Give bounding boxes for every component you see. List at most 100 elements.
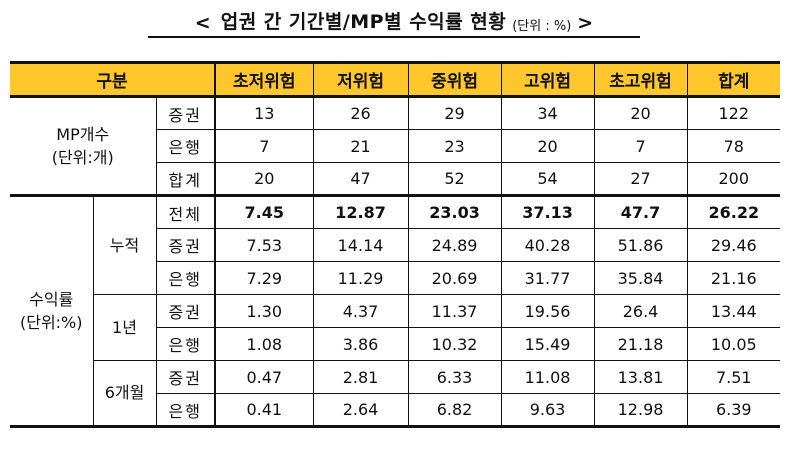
cell: 14.14 <box>312 228 409 262</box>
header-col-high-risk: 고위험 <box>500 61 595 98</box>
header-col-ultra-low-risk: 초저위험 <box>214 61 314 98</box>
cell: 12.98 <box>593 393 688 428</box>
cell: 47 <box>312 162 409 197</box>
cell: 20 <box>500 129 595 163</box>
cell: 9.63 <box>500 393 595 428</box>
cell: 29.46 <box>686 228 781 262</box>
cell: 10.32 <box>407 327 502 361</box>
table-row: 증권 7.53 14.14 24.89 40.28 51.86 29.46 <box>10 228 781 262</box>
table-row: MP개수 (단위:개) 증권 13 26 29 34 20 122 <box>10 96 781 197</box>
cell: 26.22 <box>686 195 781 229</box>
cell: 2.81 <box>312 360 409 394</box>
title-unit: (단위 : %) <box>512 19 572 34</box>
header-col-total: 합계 <box>686 61 781 98</box>
cell: 15.49 <box>500 327 595 361</box>
cell: 51.86 <box>593 228 688 262</box>
cell: 0.41 <box>214 393 314 428</box>
period-label-6-months: 6개월 <box>93 360 157 428</box>
cell: 12.87 <box>312 195 409 229</box>
cell: 6.82 <box>407 393 502 428</box>
cell: 3.86 <box>312 327 409 361</box>
table-title: < 업권 간 기간별/MP별 수익률 현황 (단위 : %) > <box>148 8 640 38</box>
header-col-low-risk: 저위험 <box>312 61 409 98</box>
cell: 19.56 <box>500 294 595 328</box>
cell: 7.53 <box>214 228 314 262</box>
cell: 6.33 <box>407 360 502 394</box>
header-col-mid-risk: 중위험 <box>407 61 502 98</box>
cell: 7.51 <box>686 360 781 394</box>
cell: 4.37 <box>312 294 409 328</box>
cell: 11.37 <box>407 294 502 328</box>
mp-count-label: MP개수 (단위:개) <box>10 96 157 197</box>
row-sub-label: 합계 <box>156 162 216 197</box>
table-row: 은행 1.08 3.86 10.32 15.49 21.18 10.05 <box>10 327 781 361</box>
table-row: 은행 0.41 2.64 6.82 9.63 12.98 6.39 <box>10 393 781 428</box>
cell: 20 <box>593 96 688 130</box>
returns-label-line2: (단위:%) <box>19 313 83 332</box>
table-row: 6개월 증권 0.47 2.81 6.33 11.08 13.81 7.51 <box>10 360 781 428</box>
cell: 21 <box>312 129 409 163</box>
cell: 13 <box>214 96 314 130</box>
cell: 54 <box>500 162 595 197</box>
cell: 26 <box>312 96 409 130</box>
cell: 31.77 <box>500 261 595 295</box>
title-open-bracket: < <box>194 12 211 34</box>
cell: 52 <box>407 162 502 197</box>
cell: 7.29 <box>214 261 314 295</box>
table-row: 은행 7.29 11.29 20.69 31.77 35.84 21.16 <box>10 261 781 295</box>
returns-table: 구분 초저위험 저위험 중위험 고위험 초고위험 합계 MP개수 (단위:개) … <box>10 61 781 428</box>
cell: 7 <box>214 129 314 163</box>
returns-label-line1: 수익률 <box>29 289 74 309</box>
cell: 13.44 <box>686 294 781 328</box>
cell: 1.08 <box>214 327 314 361</box>
period-label-cumulative: 누적 <box>92 195 157 295</box>
row-sub-label: 증권 <box>155 96 216 130</box>
cell: 20.69 <box>407 261 502 295</box>
title-text: 업권 간 기간별/MP별 수익률 현황 <box>220 11 507 33</box>
header-col-ultra-high-risk: 초고위험 <box>593 61 688 98</box>
cell: 11.29 <box>312 261 409 295</box>
cell: 10.05 <box>686 327 781 361</box>
cell: 200 <box>686 162 781 197</box>
cell: 27 <box>593 162 688 197</box>
row-sub-label: 은행 <box>156 129 216 163</box>
cell: 1.30 <box>214 294 314 328</box>
cell: 37.13 <box>500 195 595 229</box>
row-sub-label: 증권 <box>155 294 216 328</box>
cell: 11.08 <box>500 360 595 394</box>
row-sub-label: 증권 <box>156 228 216 262</box>
cell: 7 <box>593 129 688 163</box>
header-row: 구분 초저위험 저위험 중위험 고위험 초고위험 합계 <box>10 61 781 98</box>
header-category: 구분 <box>10 61 216 98</box>
cell: 23.03 <box>407 195 502 229</box>
cell: 21.18 <box>593 327 688 361</box>
cell: 47.7 <box>593 195 688 229</box>
cell: 78 <box>686 129 781 163</box>
period-label-1-year: 1년 <box>93 294 157 361</box>
row-sub-label: 은행 <box>156 261 216 295</box>
mp-count-label-line2: (단위:개) <box>51 148 114 167</box>
title-close-bracket: > <box>577 12 594 34</box>
mp-count-label-line1: MP개수 <box>56 124 110 144</box>
cell: 34 <box>500 96 595 130</box>
row-sub-label: 전체 <box>155 195 216 229</box>
cell: 21.16 <box>686 261 781 295</box>
table-row: 1년 증권 1.30 4.37 11.37 19.56 26.4 13.44 <box>10 294 781 361</box>
returns-label: 수익률 (단위:%) <box>10 195 94 428</box>
cell: 35.84 <box>593 261 688 295</box>
table-row: 수익률 (단위:%) 누적 전체 7.45 12.87 23.03 37.13 … <box>10 195 781 428</box>
cell: 24.89 <box>407 228 502 262</box>
cell: 0.47 <box>214 360 314 394</box>
cell: 122 <box>686 96 781 130</box>
cell: 40.28 <box>500 228 595 262</box>
cell: 29 <box>407 96 502 130</box>
cell: 26.4 <box>593 294 688 328</box>
table-row: 합계 20 47 52 54 27 200 <box>10 162 781 197</box>
cell: 6.39 <box>686 393 781 428</box>
cell: 20 <box>214 162 314 197</box>
row-sub-label: 은행 <box>156 327 216 361</box>
cell: 2.64 <box>312 393 409 428</box>
cell: 13.81 <box>593 360 688 394</box>
row-sub-label: 증권 <box>155 360 216 394</box>
cell: 23 <box>407 129 502 163</box>
